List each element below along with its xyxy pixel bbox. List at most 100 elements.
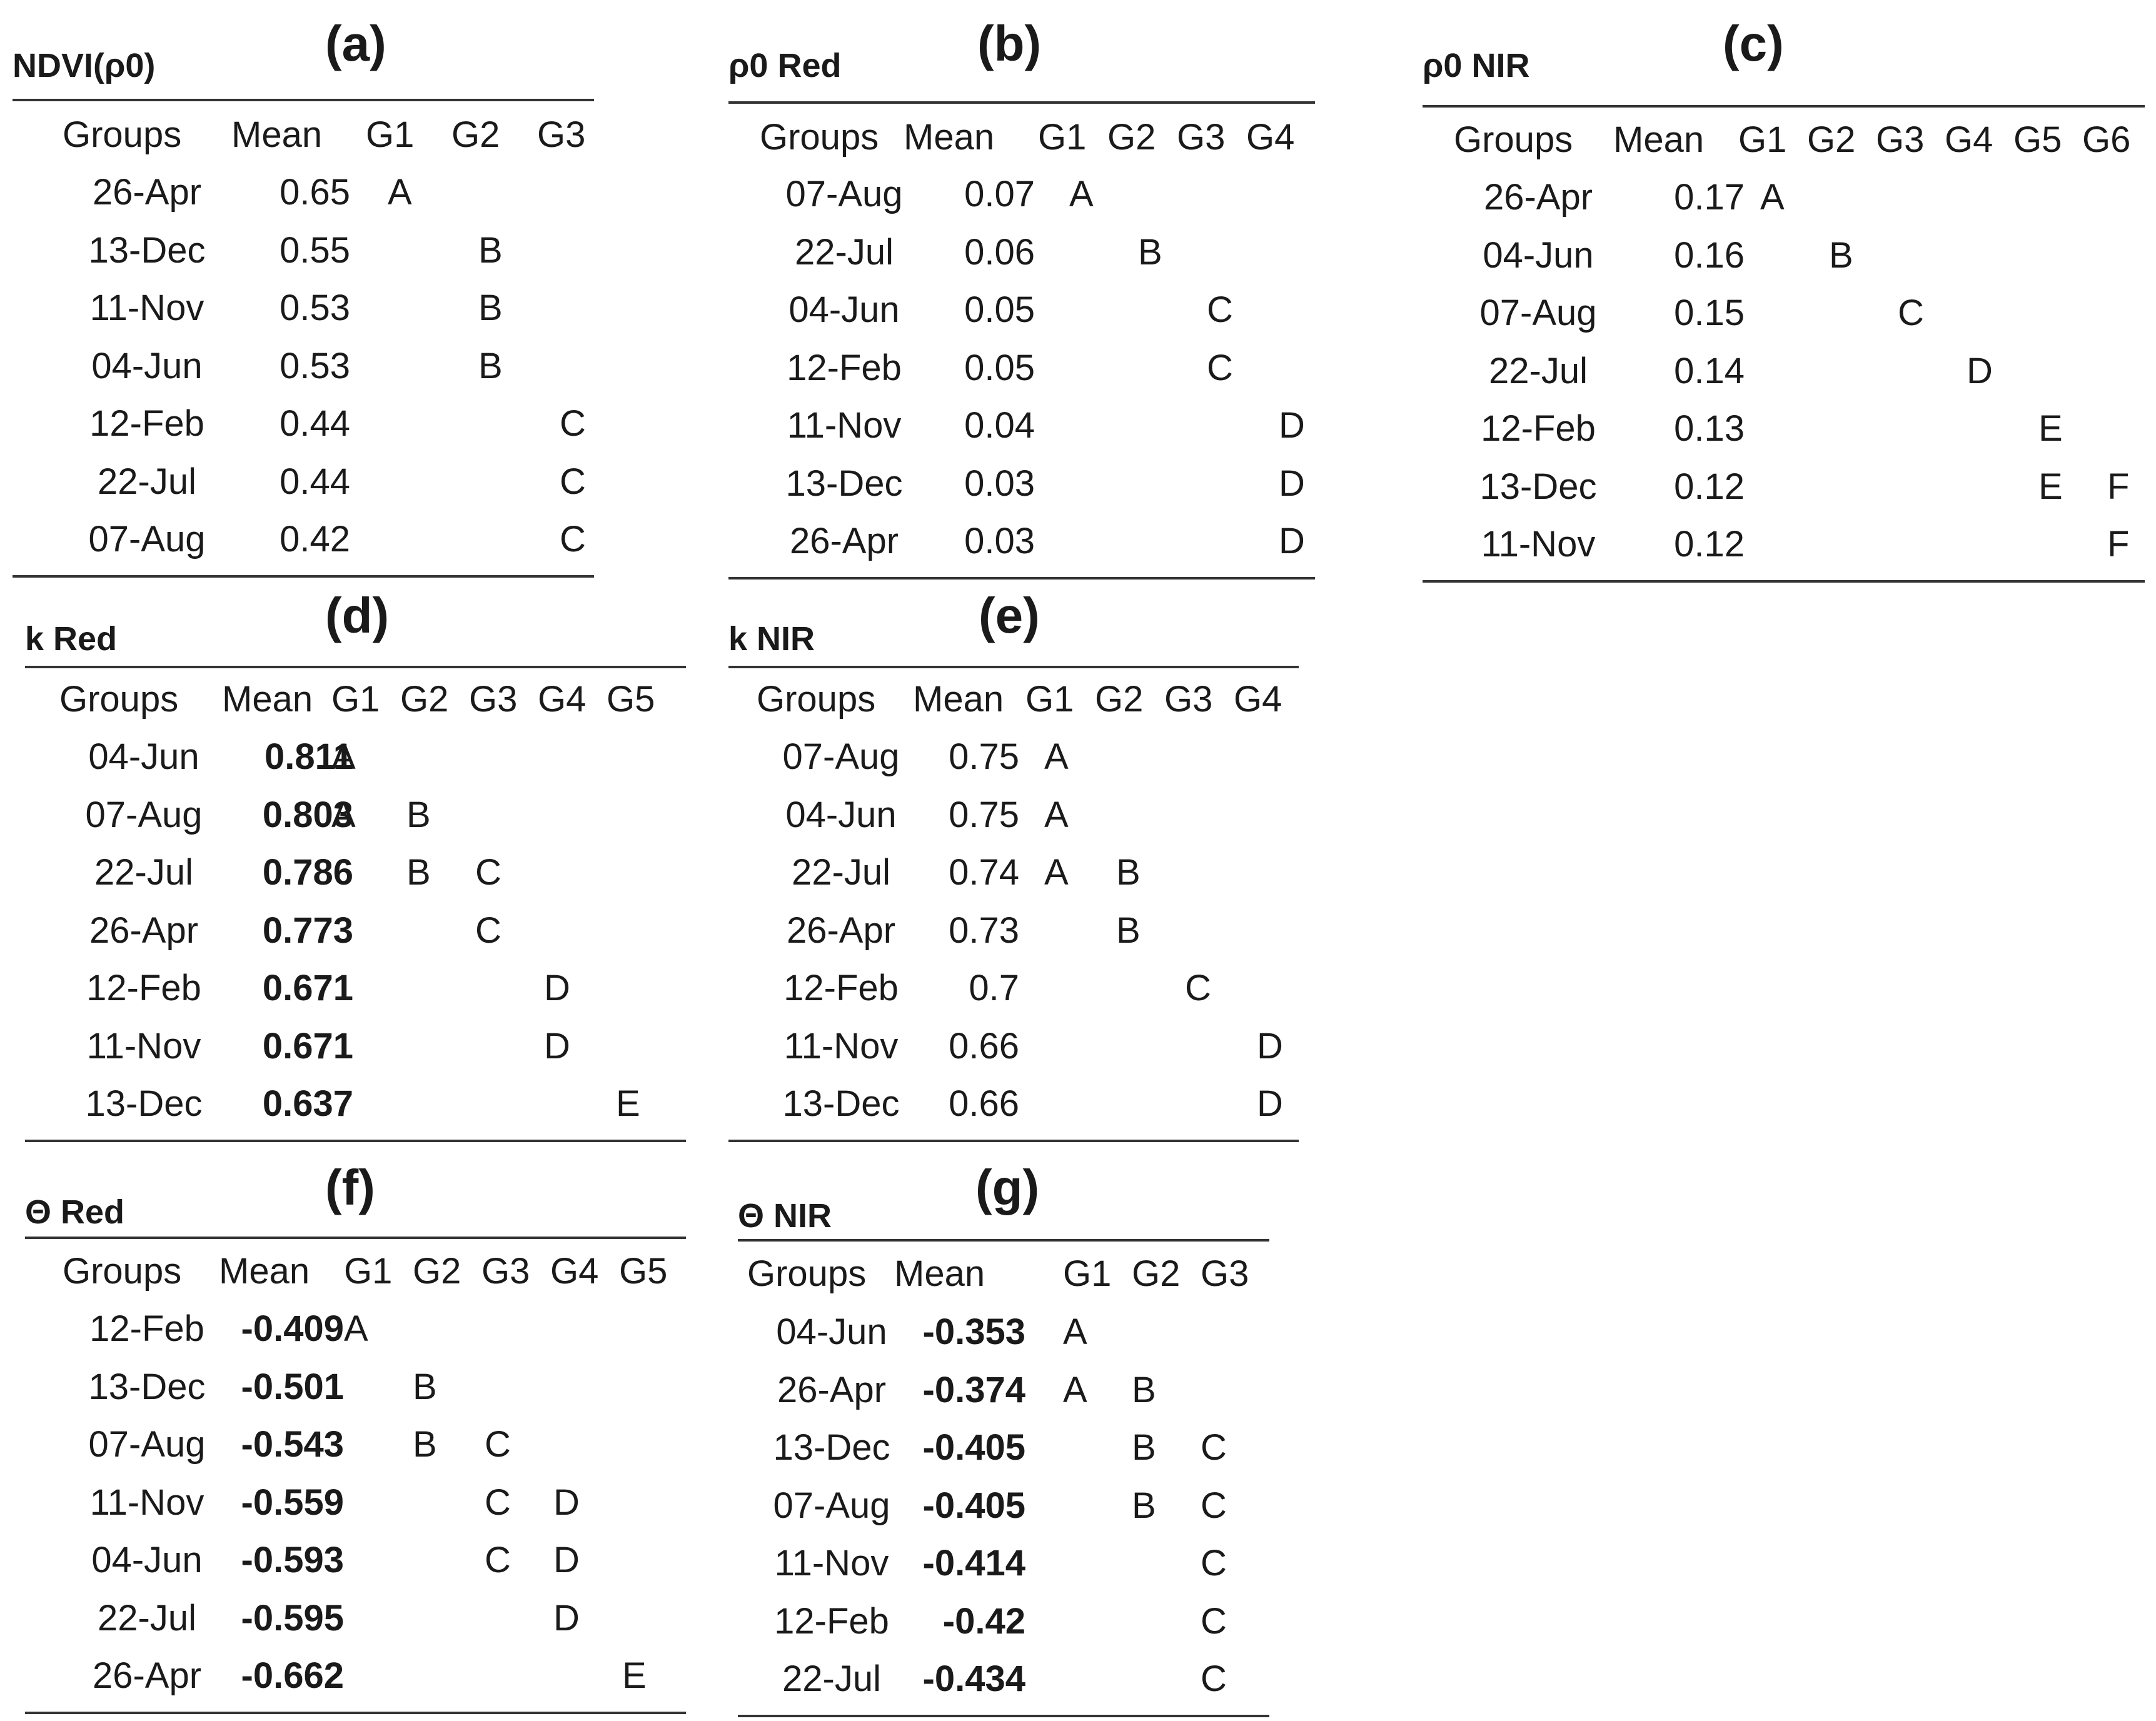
cell-letter-g4: D [1279, 405, 1305, 446]
header-row: Groups Mean G1 G2 G3 [13, 106, 594, 164]
cell-group: 26-Apr [789, 521, 899, 561]
table-row: 07-Aug 0.803 A B [25, 786, 686, 844]
cell-mean: 0.05 [964, 289, 1035, 330]
cell-letter-g2: B [413, 1366, 437, 1407]
cell-group: 26-Apr [89, 910, 199, 951]
cell-letter-g1: A [1063, 1312, 1087, 1352]
panel-label: (e) [979, 588, 1040, 643]
col-header-g1: G1 [1738, 119, 1787, 160]
cell-group: 11-Nov [86, 1025, 201, 1066]
cell-group: 07-Aug [88, 1424, 206, 1465]
cell-mean: -0.434 [922, 1658, 1025, 1699]
cell-mean: 0.53 [280, 288, 350, 328]
cell-group: 12-Feb [774, 1600, 889, 1642]
cell-letter-g3: C [475, 852, 501, 893]
table-row: 13-Dec 0.12 E F [1423, 458, 2145, 516]
table-title: ρ0 NIR [1423, 47, 1530, 84]
table-row: 11-Nov -0.559 C D [25, 1474, 686, 1532]
cell-mean: 0.12 [1674, 466, 1745, 507]
cell-letter-g6: F [2107, 524, 2130, 564]
cell-mean: 0.75 [949, 736, 1019, 777]
col-header-mean: Mean [231, 114, 323, 155]
cell-group: 22-Jul [98, 1597, 196, 1638]
cell-group: 04-Jun [88, 736, 199, 777]
table-row: 11-Nov -0.414 C [738, 1535, 1269, 1592]
cell-letter-g5: E [616, 1083, 640, 1124]
cell-group: 12-Feb [86, 968, 201, 1008]
top-rule [25, 666, 686, 668]
col-header-groups: Groups [59, 679, 179, 720]
table-title: k NIR [728, 620, 815, 658]
cell-mean: -0.501 [241, 1366, 344, 1407]
col-header-mean: Mean [1613, 119, 1705, 160]
cell-group: 04-Jun [776, 1312, 887, 1352]
cell-letter-g4: D [1257, 1083, 1283, 1124]
cell-letter-g4: D [1257, 1025, 1283, 1066]
table-row: 26-Apr 0.773 C [25, 902, 686, 960]
cell-group: 07-Aug [88, 519, 206, 559]
cell-letter-g2: B [1132, 1369, 1156, 1410]
header-row: Groups Mean G1 G2 G3 G4 G5 G6 [1423, 111, 2145, 169]
table-title: Θ Red [25, 1193, 125, 1231]
cell-mean: 0.74 [949, 852, 1019, 893]
col-header-g1: G1 [1038, 117, 1087, 158]
cell-group: 22-Jul [782, 1658, 881, 1699]
cell-group: 11-Nov [787, 405, 902, 446]
table-title: Θ NIR [738, 1197, 832, 1235]
cell-mean: -0.414 [922, 1543, 1025, 1583]
cell-mean: -0.662 [241, 1655, 344, 1696]
cell-mean: 0.803 [262, 794, 353, 835]
col-header-g5: G5 [607, 679, 655, 720]
cell-mean: -0.42 [942, 1600, 1025, 1642]
cell-group: 13-Dec [88, 1366, 206, 1407]
cell-letter-g3: C [485, 1424, 511, 1465]
top-rule [1423, 105, 2145, 108]
panel-label: (d) [325, 588, 390, 643]
cell-letter-g3: C [1898, 293, 1924, 333]
cell-group: 13-Dec [782, 1083, 900, 1124]
table-row: 04-Jun 0.75 A [728, 786, 1299, 844]
cell-letter-g1: A [388, 172, 412, 213]
table-row: 12-Feb -0.42 C [738, 1593, 1269, 1650]
cell-letter-g3: C [485, 1482, 511, 1523]
table-row: 22-Jul 0.786 B C [25, 844, 686, 901]
col-header-g2: G2 [1095, 679, 1144, 720]
table-row: 26-Apr 0.73 B [728, 902, 1299, 960]
table-panel: (d) k Red Groups Mean G1 G2 G3 G4 G5 04-Jun 0.811 A… [25, 591, 686, 1146]
cell-letter-g4: D [553, 1540, 580, 1580]
top-rule [738, 1239, 1269, 1242]
panel-label: (f) [325, 1160, 375, 1215]
cell-group: 22-Jul [1489, 350, 1588, 391]
table-panel: (a) NDVI(ρ0) Groups Mean G1 G2 G3 26-Apr 0.65 A 13… [13, 19, 594, 581]
table-row: 22-Jul 0.14 D [1423, 343, 2145, 400]
table-row: 11-Nov 0.53 B [13, 279, 594, 337]
cell-mean: -0.405 [922, 1485, 1025, 1526]
bottom-rule [1423, 580, 2145, 583]
cell-letter-g1: A [344, 1308, 368, 1349]
col-header-g1: G1 [366, 114, 415, 155]
table-row: 13-Dec 0.637 E [25, 1075, 686, 1133]
cell-letter-g4: D [544, 968, 570, 1008]
col-header-g4: G4 [538, 679, 587, 720]
cell-group: 26-Apr [777, 1369, 887, 1410]
cell-letter-g2: B [1132, 1485, 1156, 1526]
col-header-g1: G1 [1063, 1253, 1112, 1294]
cell-letter-g2: B [1132, 1427, 1156, 1468]
cell-group: 11-Nov [89, 288, 204, 328]
cell-letter-g1: A [1063, 1369, 1087, 1410]
cell-letter-g2: B [478, 345, 503, 386]
cell-group: 13-Dec [85, 1083, 203, 1124]
cell-group: 13-Dec [1479, 466, 1597, 507]
table-row: 22-Jul 0.74 A B [728, 844, 1299, 901]
header-row: Groups Mean G1 G2 G3 G4 [728, 671, 1299, 728]
table-row: 12-Feb 0.13 E [1423, 400, 2145, 458]
cell-group: 11-Nov [1481, 524, 1596, 564]
cell-group: 26-Apr [92, 172, 202, 213]
cell-mean: -0.559 [241, 1482, 344, 1523]
col-header-g3: G3 [1876, 119, 1925, 160]
cell-mean: -0.353 [922, 1312, 1025, 1352]
col-header-groups: Groups [63, 1251, 182, 1292]
cell-group: 07-Aug [785, 174, 903, 214]
col-header-g4: G4 [1246, 117, 1295, 158]
table-row: 12-Feb 0.44 C [13, 395, 594, 453]
